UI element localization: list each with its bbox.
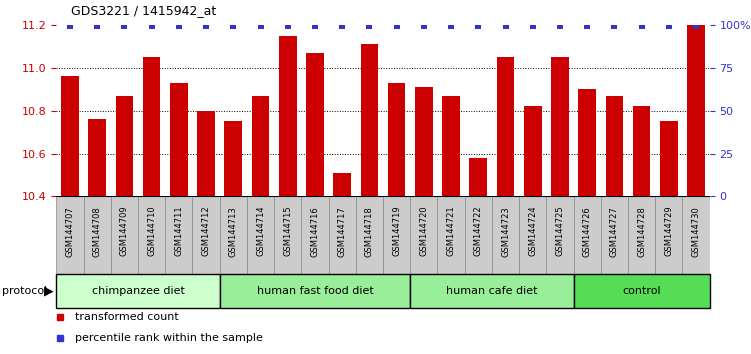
Bar	[192, 196, 219, 274]
Text: GSM144725: GSM144725	[556, 206, 565, 256]
Text: GSM144726: GSM144726	[583, 206, 592, 257]
Bar	[547, 196, 574, 274]
Bar	[492, 196, 519, 274]
Bar	[252, 96, 270, 196]
Text: ▶: ▶	[44, 285, 53, 298]
Bar	[415, 87, 433, 196]
Text: GSM144709: GSM144709	[120, 206, 129, 256]
Text: GSM144727: GSM144727	[610, 206, 619, 257]
Bar	[279, 35, 297, 196]
Text: GSM144716: GSM144716	[310, 206, 319, 257]
Text: GDS3221 / 1415942_at: GDS3221 / 1415942_at	[71, 4, 216, 17]
Bar	[274, 196, 301, 274]
Text: chimpanzee diet: chimpanzee diet	[92, 286, 185, 296]
Bar	[660, 121, 677, 196]
Bar	[687, 25, 705, 196]
Text: GSM144720: GSM144720	[419, 206, 428, 256]
Text: human fast food diet: human fast food diet	[257, 286, 373, 296]
Bar	[574, 274, 710, 308]
Text: GSM144718: GSM144718	[365, 206, 374, 257]
Bar	[655, 196, 683, 274]
Text: human cafe diet: human cafe diet	[446, 286, 538, 296]
Bar	[360, 44, 379, 196]
Bar	[519, 196, 546, 274]
Bar	[601, 196, 628, 274]
Bar	[628, 196, 655, 274]
Bar	[410, 196, 437, 274]
Bar	[469, 158, 487, 196]
Bar	[410, 274, 574, 308]
Text: GSM144724: GSM144724	[528, 206, 537, 256]
Bar	[165, 196, 192, 274]
Bar	[138, 196, 165, 274]
Text: protocol: protocol	[2, 286, 47, 296]
Text: GSM144729: GSM144729	[665, 206, 674, 256]
Bar	[89, 119, 106, 196]
Text: GSM144719: GSM144719	[392, 206, 401, 256]
Text: GSM144707: GSM144707	[65, 206, 74, 257]
Text: control: control	[623, 286, 661, 296]
Bar	[61, 76, 79, 196]
Bar	[116, 96, 133, 196]
Text: GSM144715: GSM144715	[283, 206, 292, 256]
Bar	[383, 196, 410, 274]
Text: GSM144710: GSM144710	[147, 206, 156, 256]
Text: GSM144728: GSM144728	[637, 206, 646, 257]
Bar	[356, 196, 383, 274]
Bar	[578, 89, 596, 196]
Text: GSM144713: GSM144713	[229, 206, 238, 257]
Bar	[388, 83, 406, 196]
Bar	[605, 96, 623, 196]
Bar	[225, 121, 242, 196]
Bar	[143, 57, 161, 196]
Bar	[496, 57, 514, 196]
Text: transformed count: transformed count	[74, 312, 179, 322]
Bar	[551, 57, 569, 196]
Text: GSM144723: GSM144723	[501, 206, 510, 257]
Bar	[83, 196, 111, 274]
Bar	[247, 196, 274, 274]
Bar	[111, 196, 138, 274]
Bar	[328, 196, 356, 274]
Bar	[333, 173, 351, 196]
Bar	[633, 106, 650, 196]
Bar	[219, 274, 410, 308]
Bar	[301, 196, 328, 274]
Bar	[170, 83, 188, 196]
Bar	[524, 106, 541, 196]
Text: GSM144717: GSM144717	[338, 206, 347, 257]
Text: GSM144708: GSM144708	[92, 206, 101, 257]
Bar	[56, 196, 83, 274]
Bar	[198, 110, 215, 196]
Bar	[219, 196, 247, 274]
Text: GSM144730: GSM144730	[692, 206, 701, 257]
Bar	[683, 196, 710, 274]
Bar	[442, 96, 460, 196]
Bar	[574, 196, 601, 274]
Text: GSM144722: GSM144722	[474, 206, 483, 256]
Text: GSM144712: GSM144712	[201, 206, 210, 256]
Bar	[465, 196, 492, 274]
Bar	[56, 274, 219, 308]
Bar	[437, 196, 465, 274]
Text: GSM144711: GSM144711	[174, 206, 183, 256]
Bar	[306, 53, 324, 196]
Text: percentile rank within the sample: percentile rank within the sample	[74, 333, 263, 343]
Text: GSM144714: GSM144714	[256, 206, 265, 256]
Text: GSM144721: GSM144721	[447, 206, 456, 256]
